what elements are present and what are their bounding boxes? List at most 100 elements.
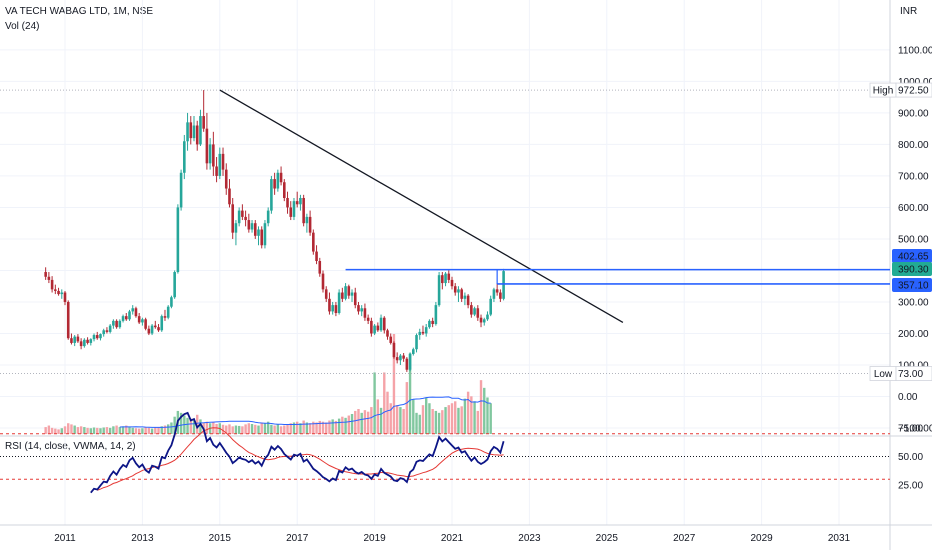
price-tag-box <box>892 262 932 276</box>
candle-body <box>486 314 489 320</box>
volume-bar <box>292 422 296 434</box>
candle-body <box>360 308 363 312</box>
volume-bar <box>50 427 54 434</box>
time-tick-label: 2021 <box>441 533 464 544</box>
volume-bar <box>173 416 176 434</box>
candle-body <box>247 220 251 230</box>
volume-bar <box>154 427 157 434</box>
time-tick-label: 2029 <box>750 533 773 544</box>
price-tick-label: 500.00 <box>898 234 929 245</box>
candle-body <box>44 272 47 277</box>
candle-body <box>154 325 157 328</box>
candle-body <box>60 292 64 295</box>
candle-body <box>170 297 173 307</box>
volume-bar <box>105 427 109 434</box>
volume-bar <box>254 424 257 434</box>
candle-body <box>276 172 280 189</box>
volume-bar <box>354 410 357 434</box>
volume-bar <box>405 382 409 434</box>
volume-bar <box>228 424 231 434</box>
volume-bar <box>73 425 76 434</box>
candle-body <box>118 320 122 328</box>
time-tick-label: 2015 <box>209 533 232 544</box>
volume-bar <box>92 427 96 434</box>
candle-body <box>344 286 347 299</box>
volume-bar <box>379 407 383 434</box>
low-label-text: Low <box>874 369 893 380</box>
volume-bar <box>402 409 405 434</box>
candle-body <box>470 305 473 315</box>
candle-body <box>273 179 276 189</box>
volume-bar <box>412 399 415 434</box>
candle-body <box>108 325 112 332</box>
volume-bar <box>89 428 92 434</box>
volume-bar <box>273 425 276 434</box>
candle-body <box>121 316 125 321</box>
volume-bar <box>86 427 89 434</box>
candle-body <box>70 338 73 343</box>
volume-bars <box>44 334 492 434</box>
price-axis: 1100.00 1000.00 900.00 800.00 700.00 600.00 50… <box>869 6 932 435</box>
candle-body <box>444 273 447 284</box>
volume-bar <box>128 427 131 434</box>
candle-body <box>83 339 86 347</box>
candle-body <box>263 223 267 246</box>
candle-body <box>447 273 451 280</box>
candle-body <box>495 289 499 293</box>
candle-body <box>415 335 418 350</box>
high-value-box <box>895 82 932 98</box>
volume-bar <box>137 428 141 434</box>
volume-bar <box>167 424 170 434</box>
volume-bar <box>118 427 122 434</box>
candle-body <box>489 298 492 315</box>
volume-bar <box>463 398 467 434</box>
candle-body <box>308 216 312 233</box>
volume-bar <box>189 418 192 434</box>
volume-bar <box>308 423 312 434</box>
volume-label: Vol (24) <box>5 21 40 32</box>
candle-body <box>260 229 264 246</box>
time-tick-label: 2031 <box>828 533 851 544</box>
candle-body <box>63 292 67 302</box>
volume-bar <box>376 399 380 434</box>
volume-bar <box>486 397 489 434</box>
candle-body <box>437 275 441 306</box>
volume-bar <box>47 425 51 434</box>
candle-body <box>270 179 273 211</box>
volume-bar <box>321 421 325 434</box>
candle-body <box>205 128 209 164</box>
volume-bar <box>63 426 67 434</box>
candle-body <box>389 336 393 343</box>
candle-body <box>221 153 225 170</box>
candle-body <box>502 271 505 299</box>
candle-body <box>250 223 254 230</box>
volume-bar <box>428 403 431 434</box>
candle-body <box>457 289 460 293</box>
candle-body <box>347 286 351 296</box>
price-tag-value: 402.65 <box>898 252 929 263</box>
volume-bar <box>247 423 251 434</box>
candle-body <box>302 197 305 224</box>
candle-body <box>366 317 370 321</box>
candle-body <box>50 279 54 290</box>
volume-bar <box>199 419 202 434</box>
candle-body <box>192 125 196 139</box>
price-tick-label: 1000.00 <box>898 77 932 88</box>
volume-bar <box>318 420 321 434</box>
candle-body <box>241 210 244 217</box>
time-tick-label: 2025 <box>596 533 619 544</box>
rsi-tick-label: 50.00 <box>898 452 923 463</box>
candle-body <box>324 289 328 299</box>
candle-body <box>434 305 438 325</box>
volume-bar <box>179 412 183 434</box>
volume-bar <box>421 405 425 434</box>
candle-body <box>341 292 344 299</box>
volume-bar <box>418 414 421 434</box>
volume-bar <box>457 407 460 434</box>
volume-bar <box>425 397 428 434</box>
volume-bar <box>289 423 292 434</box>
candle-body <box>244 216 247 221</box>
volume-bar <box>386 391 389 434</box>
candle-body <box>450 279 454 287</box>
